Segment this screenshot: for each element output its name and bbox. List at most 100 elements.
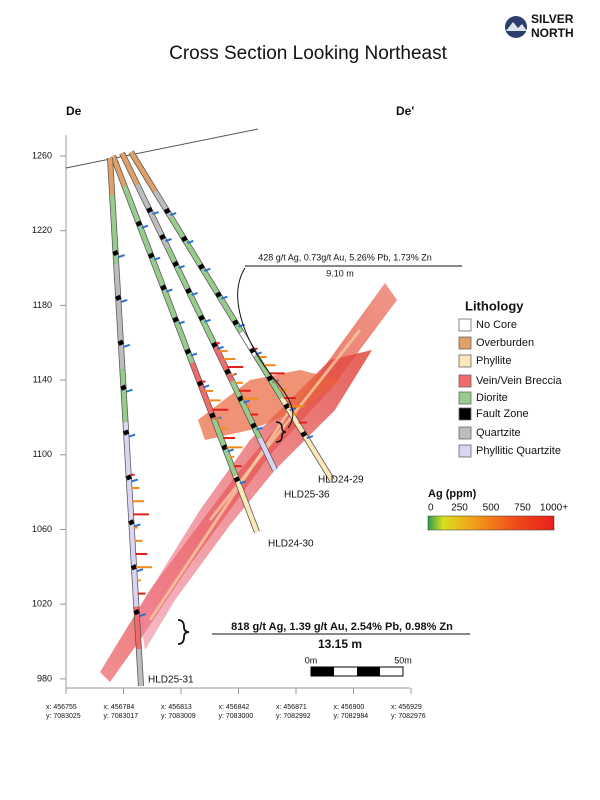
section-end: De' xyxy=(396,104,414,118)
elevation-label: 1140 xyxy=(33,374,52,384)
coord-label: y: 7082976 xyxy=(391,713,426,720)
hole-fault xyxy=(117,339,125,346)
assay-tick xyxy=(306,435,314,440)
hole-segment xyxy=(110,155,127,187)
coord-label: y: 7083017 xyxy=(104,713,139,720)
ag-scale-title: Ag (ppm) xyxy=(428,488,477,500)
legend-swatch xyxy=(458,426,472,440)
legend-label: Fault Zone xyxy=(476,408,529,420)
hole-fault xyxy=(184,348,192,355)
assay-tick xyxy=(217,345,224,350)
assay-tick xyxy=(202,384,210,389)
logo-text: SILVER xyxy=(531,12,574,26)
hole-segment xyxy=(120,369,128,423)
hole-fault xyxy=(237,395,244,402)
assay-tick xyxy=(139,613,146,618)
assay-tick xyxy=(169,212,177,216)
scale-seg xyxy=(357,667,380,676)
hole-fault xyxy=(122,429,130,436)
ag-scale-label: 750 xyxy=(514,503,531,514)
assay-tick xyxy=(126,388,133,393)
hole-fault xyxy=(133,608,140,616)
coord-label: x: 456871 xyxy=(276,704,307,711)
hole-segment xyxy=(153,190,174,219)
drillhole-label: HLD25-31 xyxy=(148,675,194,686)
hole-fault xyxy=(159,233,166,241)
coord-label: x: 456929 xyxy=(391,704,422,711)
vein-streak xyxy=(208,329,362,521)
coord-label: x: 456784 xyxy=(104,704,135,711)
hole-segment xyxy=(279,396,334,482)
assay-tick xyxy=(227,448,234,453)
hole-fault xyxy=(172,316,179,323)
legend-swatch xyxy=(458,407,472,421)
assay-tick xyxy=(239,480,247,485)
legend-label: Quartzite xyxy=(476,427,521,439)
hole-segment xyxy=(123,421,139,607)
hole-fault xyxy=(185,287,192,295)
hole-fault xyxy=(209,412,216,419)
drillholes xyxy=(107,150,335,687)
hole-fault xyxy=(125,474,132,481)
intercept-text: 818 g/t Ag, 1.39 g/t Au, 2.54% Pb, 0.98%… xyxy=(231,621,453,633)
assay-tick xyxy=(186,239,194,244)
hole-segment xyxy=(257,437,278,471)
vein-zone xyxy=(198,370,340,440)
coord-label: y: 7083025 xyxy=(46,713,81,720)
assay-tick xyxy=(134,523,141,528)
ag-scale-label: 250 xyxy=(451,503,468,514)
hole-segment xyxy=(169,216,244,334)
assay-tick xyxy=(120,298,128,303)
legend-swatch xyxy=(458,336,472,350)
hole-fault xyxy=(249,347,256,354)
scale-label: 0m xyxy=(305,655,318,665)
coord-label: x: 456813 xyxy=(161,704,192,711)
hole-segment xyxy=(113,263,125,370)
elevation-label: 1100 xyxy=(33,449,52,459)
hole-fault xyxy=(250,422,257,429)
callout-arrow xyxy=(237,267,294,429)
coord-label: x: 456900 xyxy=(334,704,365,711)
assay-tick xyxy=(204,267,211,272)
assay-tick xyxy=(136,568,144,573)
hole-fault xyxy=(114,294,122,302)
drillhole-label: HLD24-29 xyxy=(318,475,364,486)
assay-tick xyxy=(123,343,131,348)
coord-label: y: 7082992 xyxy=(276,713,311,720)
assay-tick xyxy=(118,254,125,258)
coord-label: x: 456755 xyxy=(46,704,77,711)
hole-fault xyxy=(198,314,205,321)
legend-swatch xyxy=(458,391,472,405)
hole-segment xyxy=(107,157,115,196)
topography xyxy=(65,128,259,169)
hole-fault xyxy=(120,384,127,391)
intercept-length: 9.10 m xyxy=(326,268,354,278)
drillhole-label: HLD24-30 xyxy=(268,539,314,550)
hole-fault xyxy=(112,249,119,257)
hole-segment xyxy=(230,380,262,440)
legend-title: Lithology xyxy=(465,298,524,313)
coord-label: y: 7083000 xyxy=(219,713,254,720)
legend-label: Vein/Vein Breccia xyxy=(476,375,562,387)
intercept-length: 13.15 m xyxy=(318,637,362,651)
hole-segment xyxy=(190,361,216,421)
assay-tick xyxy=(178,265,185,269)
hole-fault xyxy=(198,263,205,270)
scale-label: 50m xyxy=(394,655,412,665)
assay-tick xyxy=(178,320,185,325)
logo: SILVER NORTH xyxy=(505,12,574,40)
hole-segment xyxy=(136,648,144,687)
title: Cross Section Looking Northeast xyxy=(169,43,447,64)
elevation-label: 1020 xyxy=(32,599,52,609)
elevation-label: 1260 xyxy=(32,150,52,160)
hole-fault xyxy=(130,564,138,571)
elevation-label: 1180 xyxy=(33,300,52,310)
coord-label: y: 7083009 xyxy=(161,713,196,720)
hole-fault xyxy=(233,476,241,483)
assay-tick xyxy=(128,433,136,438)
hole-fault xyxy=(224,368,231,375)
ag-scale-label: 1000+ xyxy=(540,503,568,514)
section-end: De xyxy=(66,104,82,118)
hole-segment xyxy=(233,474,260,533)
legend-label: Phyllitic Quartzite xyxy=(476,445,561,457)
